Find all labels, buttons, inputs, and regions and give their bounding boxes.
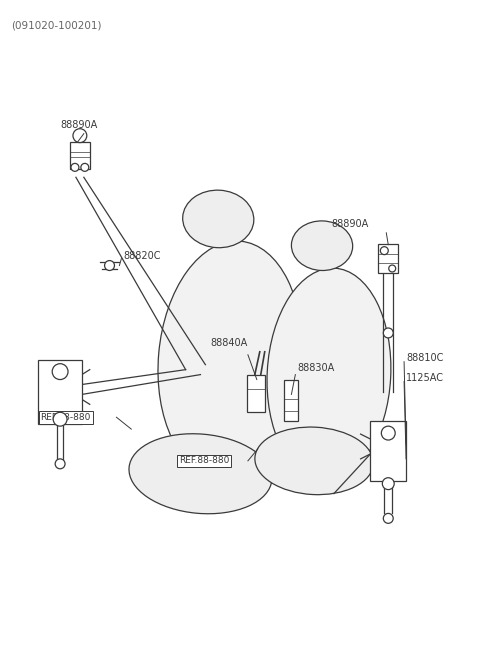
Circle shape bbox=[384, 328, 393, 338]
Circle shape bbox=[71, 163, 79, 172]
Bar bbox=[285, 379, 298, 421]
Circle shape bbox=[384, 514, 393, 523]
Text: 88890A: 88890A bbox=[331, 219, 368, 229]
Ellipse shape bbox=[255, 427, 373, 495]
Circle shape bbox=[52, 364, 68, 379]
Ellipse shape bbox=[267, 268, 391, 481]
Text: 88820C: 88820C bbox=[123, 251, 161, 261]
Text: REF.88-880: REF.88-880 bbox=[179, 457, 229, 465]
Circle shape bbox=[55, 459, 65, 469]
Ellipse shape bbox=[158, 241, 302, 478]
Circle shape bbox=[380, 247, 388, 255]
Circle shape bbox=[381, 426, 395, 440]
Ellipse shape bbox=[129, 434, 272, 514]
Text: 1125AC: 1125AC bbox=[406, 373, 444, 383]
Bar bbox=[378, 244, 398, 273]
Circle shape bbox=[105, 261, 114, 271]
Bar bbox=[70, 141, 90, 170]
Circle shape bbox=[389, 265, 396, 272]
Circle shape bbox=[383, 477, 394, 490]
Bar bbox=[247, 375, 264, 412]
Ellipse shape bbox=[183, 190, 254, 248]
Text: REF.88-880: REF.88-880 bbox=[40, 413, 91, 422]
Bar bbox=[371, 421, 406, 481]
Circle shape bbox=[53, 412, 67, 426]
Text: (091020-100201): (091020-100201) bbox=[11, 20, 101, 31]
Text: 88830A: 88830A bbox=[297, 363, 335, 373]
Text: 88840A: 88840A bbox=[210, 338, 248, 348]
Bar bbox=[38, 360, 82, 424]
Circle shape bbox=[73, 128, 87, 143]
Text: 88810C: 88810C bbox=[406, 353, 444, 363]
Ellipse shape bbox=[291, 221, 353, 271]
Circle shape bbox=[81, 163, 89, 172]
Text: 88890A: 88890A bbox=[60, 120, 97, 130]
